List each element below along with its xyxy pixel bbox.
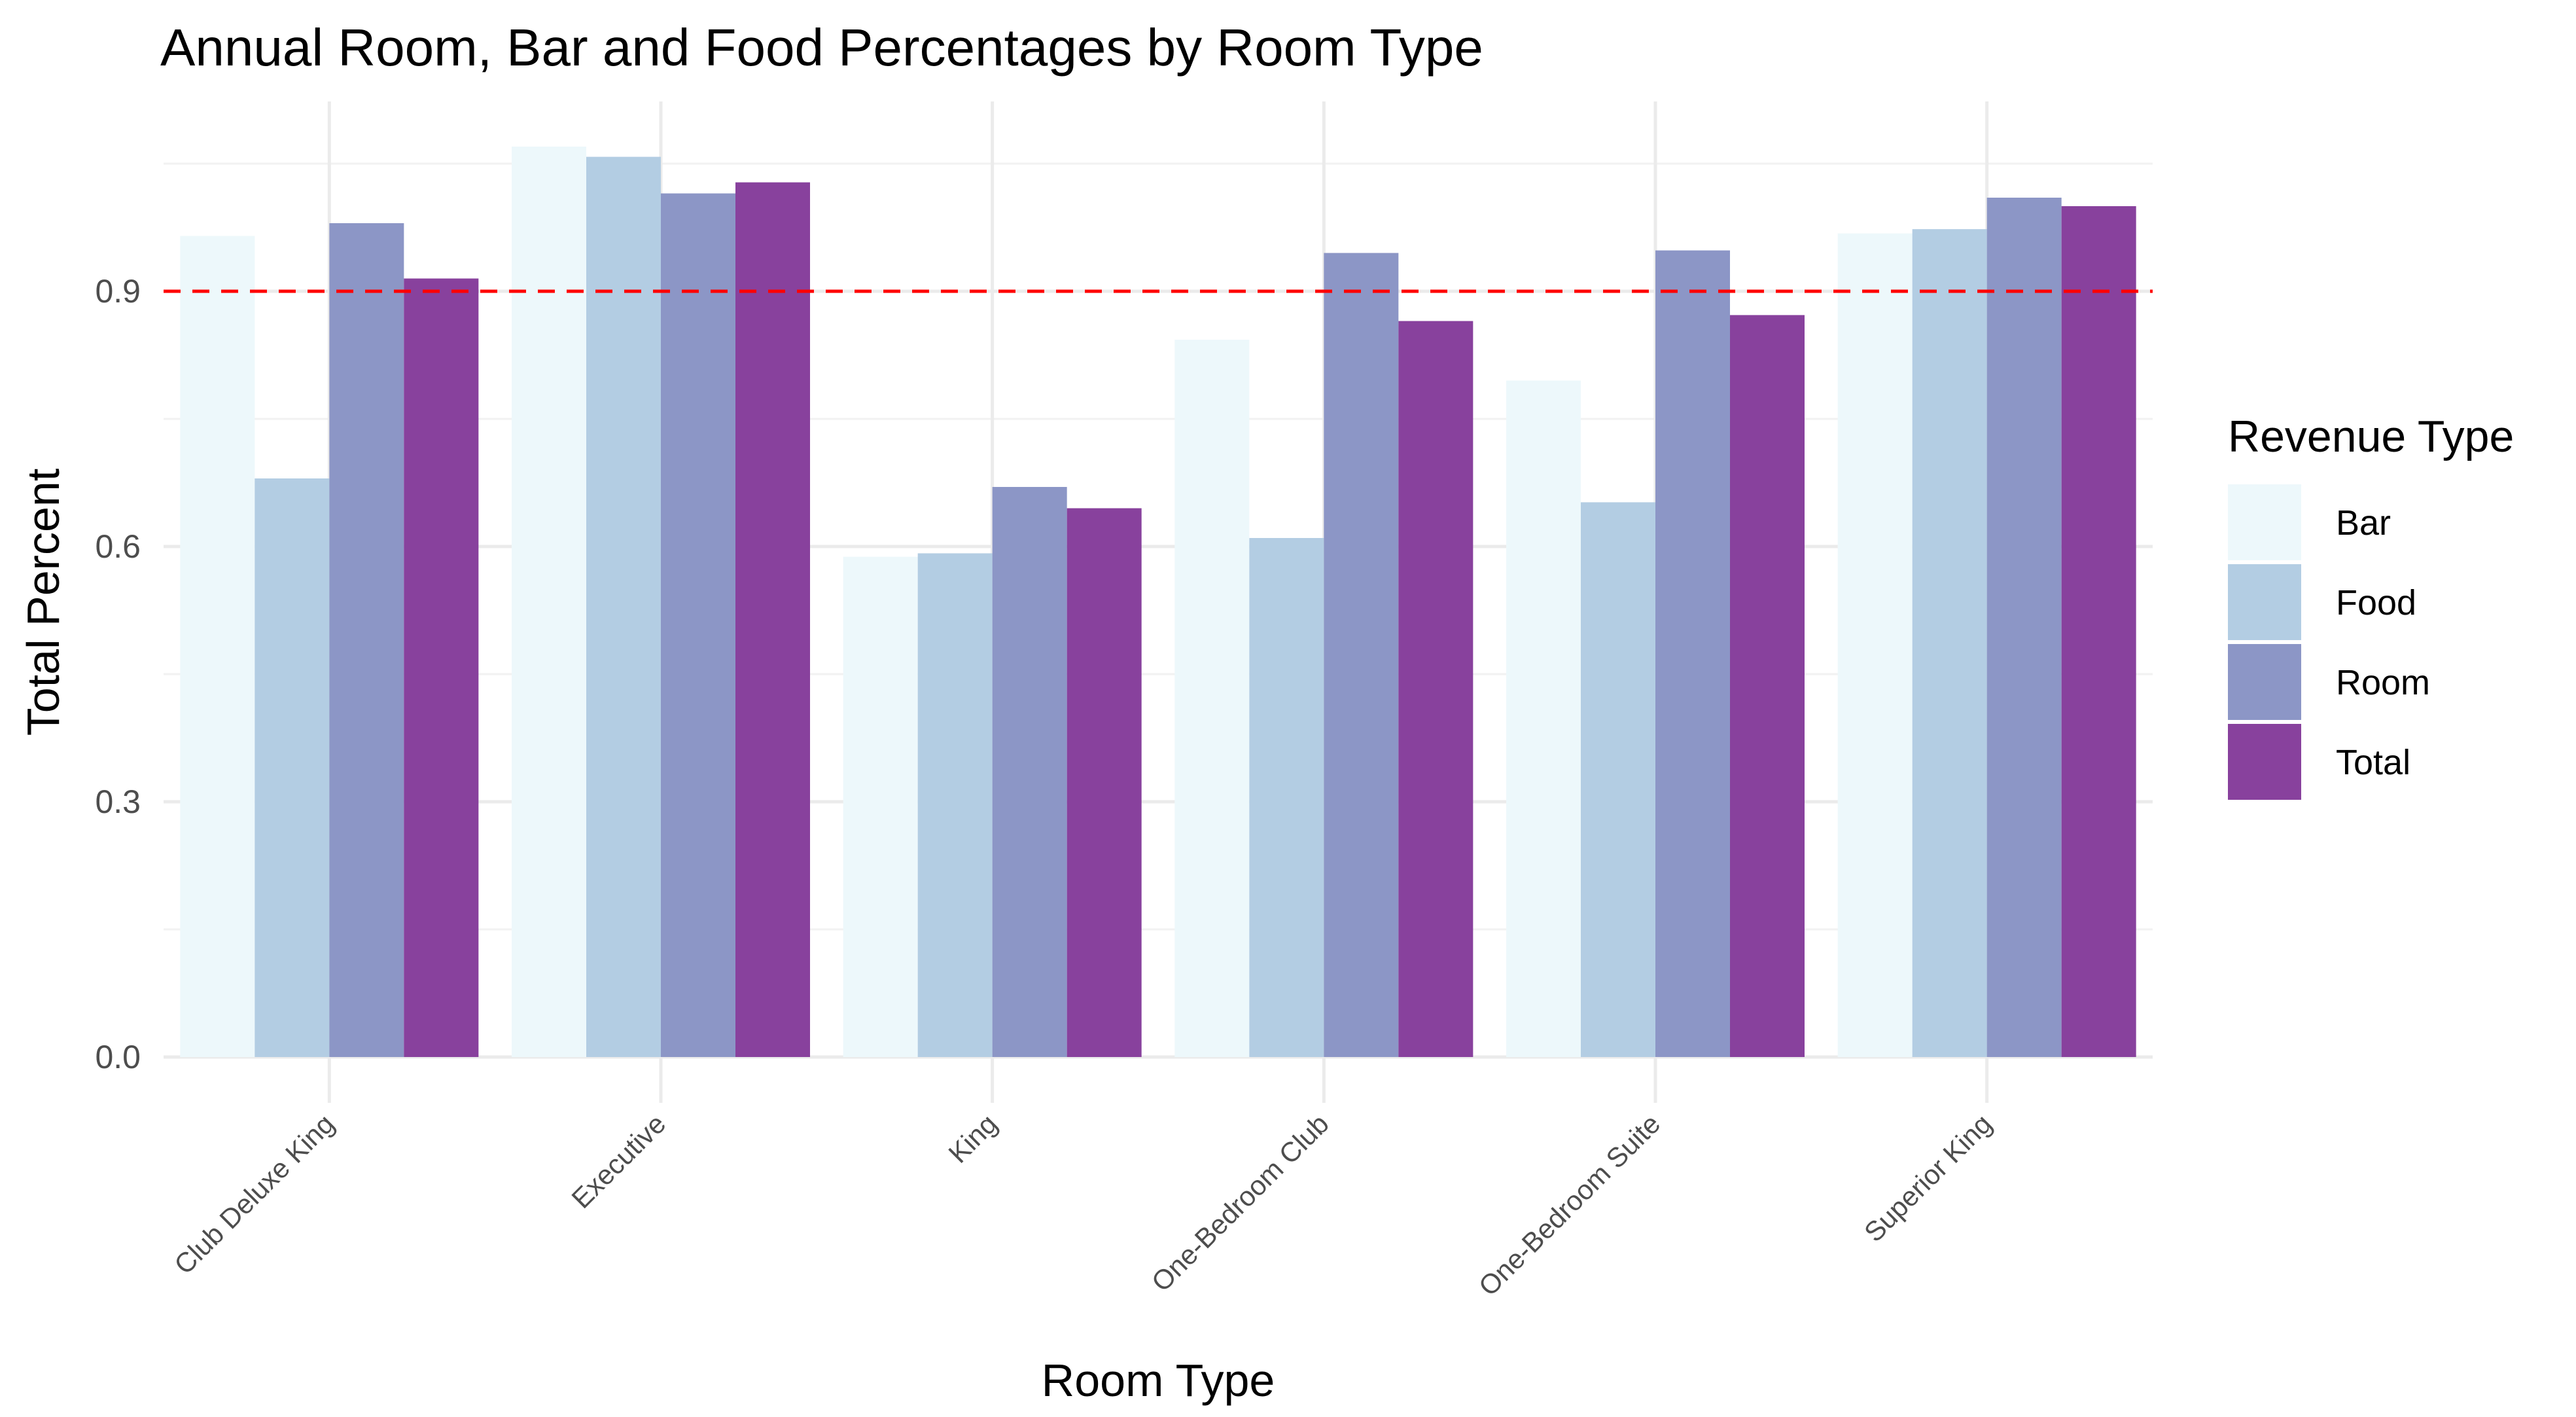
y-axis-ticks: 0.0 0.3 0.6 0.9	[95, 273, 141, 1075]
bar-room	[992, 487, 1067, 1057]
bar-bar	[843, 556, 918, 1057]
x-tick-label: Superior King	[1858, 1108, 1998, 1247]
bar-room	[1655, 250, 1730, 1058]
y-tick-label: 0.9	[95, 273, 141, 310]
x-tick-label: King	[942, 1108, 1003, 1169]
x-tick-label: One-Bedroom Club	[1146, 1108, 1335, 1297]
legend-key-food	[2228, 564, 2301, 640]
legend-key-room	[2228, 644, 2301, 720]
legend-label: Room	[2336, 663, 2430, 702]
bar-total	[404, 278, 479, 1057]
y-axis-title: Total Percent	[18, 469, 69, 736]
x-axis-title: Room Type	[1042, 1355, 1275, 1406]
bar-total	[1398, 321, 1473, 1057]
bar-total	[1730, 315, 1805, 1057]
legend-label: Bar	[2336, 503, 2391, 543]
bar-room	[1324, 253, 1399, 1057]
bar-bar	[1174, 340, 1250, 1057]
legend-title: Revenue Type	[2228, 412, 2514, 461]
chart-title: Annual Room, Bar and Food Percentages by…	[160, 18, 1483, 77]
bar-total	[1067, 508, 1142, 1057]
bar-food	[1581, 502, 1655, 1057]
bar-bar	[512, 147, 586, 1057]
bar-bar	[1837, 233, 1913, 1058]
bar-food	[1249, 538, 1324, 1057]
legend: Revenue Type Bar Food Room Total	[2228, 412, 2514, 800]
legend-key-total	[2228, 724, 2301, 800]
legend-key-bar	[2228, 484, 2301, 560]
bar-bar	[1506, 380, 1581, 1057]
x-tick-label: Club Deluxe King	[168, 1108, 340, 1280]
bar-food	[917, 553, 993, 1057]
legend-label: Total	[2336, 743, 2410, 782]
bar-food	[255, 478, 330, 1057]
bar-room	[329, 223, 404, 1057]
y-tick-label: 0.6	[95, 528, 141, 565]
bar-room	[1986, 198, 2062, 1057]
bar-total	[2061, 206, 2136, 1057]
y-tick-label: 0.0	[95, 1039, 141, 1075]
x-tick-label: One-Bedroom Suite	[1473, 1108, 1667, 1302]
x-axis-ticks: Club Deluxe King Executive King One-Bedroom…	[168, 1108, 1998, 1302]
bar-total	[735, 182, 810, 1058]
y-tick-label: 0.3	[95, 783, 141, 820]
bar-room	[661, 193, 735, 1057]
legend-label: Food	[2336, 583, 2416, 622]
bar-bar	[180, 236, 255, 1057]
bar-food	[1912, 229, 1987, 1058]
bar-food	[586, 156, 661, 1058]
x-tick-label: Executive	[565, 1108, 671, 1214]
bars	[180, 147, 2136, 1058]
